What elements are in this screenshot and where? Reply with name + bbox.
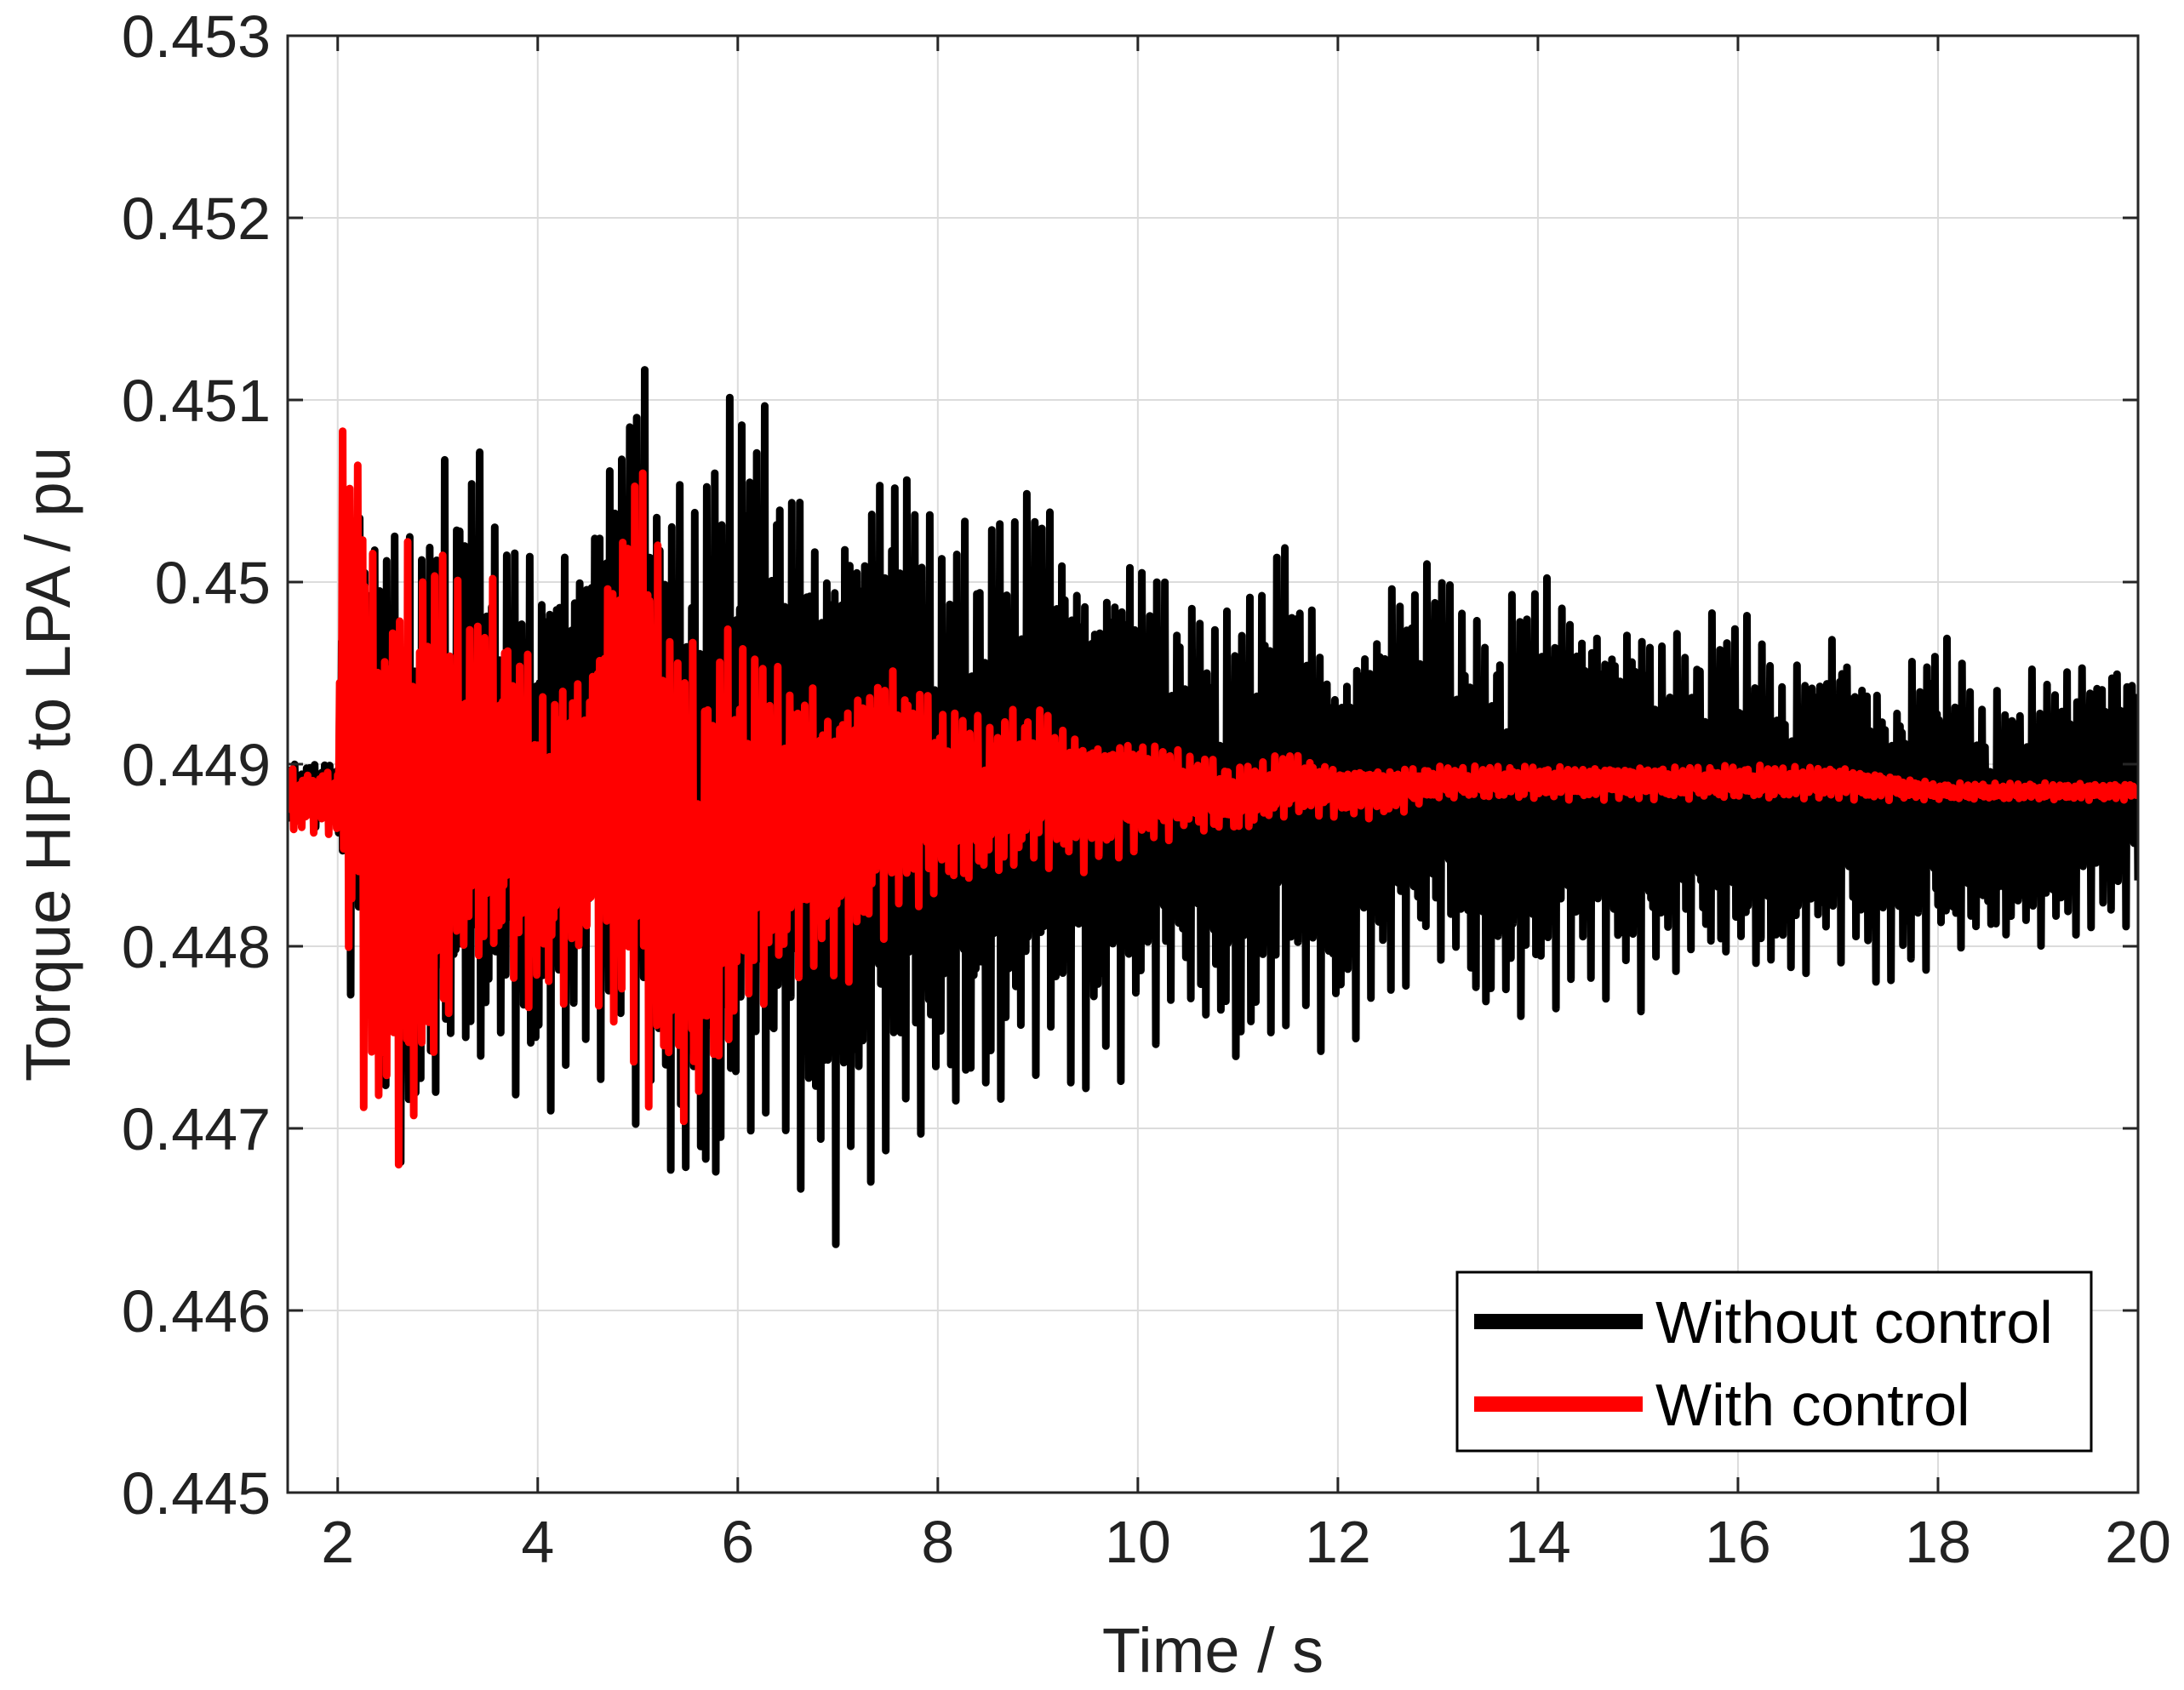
x-tick-label: 18 [1905, 1509, 1971, 1575]
x-tick-label: 16 [1705, 1509, 1771, 1575]
x-tick-label: 6 [721, 1509, 754, 1575]
x-tick-label: 14 [1505, 1509, 1571, 1575]
x-tick-label: 20 [2105, 1509, 2171, 1575]
x-axis-title: Time / s [1102, 1615, 1324, 1686]
legend: Without control With control [1455, 1270, 2093, 1453]
x-tick-label: 10 [1105, 1509, 1171, 1575]
x-tick-label: 8 [921, 1509, 954, 1575]
y-axis-title: Torque HIP to LPA / pu [13, 447, 83, 1082]
y-tick-label: 0.447 [122, 1096, 271, 1162]
y-tick-label: 0.451 [122, 368, 271, 434]
y-tick-label: 0.446 [122, 1278, 271, 1345]
legend-label-without-control: Without control [1655, 1289, 2053, 1356]
series-layer [288, 366, 2138, 1248]
tick-labels: 2 4 6 8 10 12 14 16 18 20 0.445 0.446 0.447 0.448 0.44… [122, 3, 2171, 1575]
y-tick-label: 0.45 [155, 550, 271, 616]
y-tick-label: 0.453 [122, 3, 271, 70]
x-tick-label: 4 [521, 1509, 554, 1575]
series-line-with-control [288, 427, 2138, 1169]
y-tick-label: 0.449 [122, 732, 271, 798]
y-tick-label: 0.448 [122, 914, 271, 980]
legend-label-with-control: With control [1655, 1372, 1970, 1438]
axes [286, 34, 2140, 1494]
y-tick-label: 0.445 [122, 1460, 271, 1527]
x-tick-label: 2 [321, 1509, 354, 1575]
y-tick-label: 0.452 [122, 186, 271, 252]
x-tick-label: 12 [1305, 1509, 1371, 1575]
legend-box [1455, 1270, 2093, 1453]
